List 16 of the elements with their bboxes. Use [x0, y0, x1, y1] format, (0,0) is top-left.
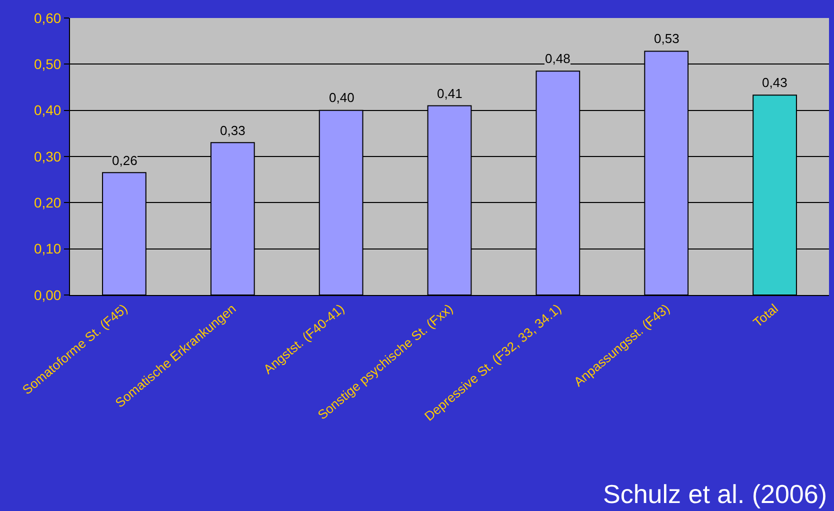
data-label: 0,26: [112, 153, 138, 168]
data-label: 0,43: [762, 75, 788, 90]
text: Schulz et al. (2006): [603, 479, 828, 509]
y-tick-label: 0,50: [34, 56, 62, 72]
data-label: 0,40: [329, 90, 354, 105]
y-tick-label: 0,20: [34, 194, 62, 211]
y-tick-label: 0,40: [34, 102, 62, 118]
y-tick-label: 0,30: [34, 148, 62, 164]
y-tick-label: 0,00: [34, 286, 62, 303]
y-tick-label: 0,10: [34, 240, 62, 257]
x-tick-label: Total: [750, 300, 781, 330]
data-label: 0,41: [437, 86, 462, 101]
data-label: 0,33: [220, 123, 246, 138]
data-label: 0,53: [654, 31, 680, 46]
data-label: 0,48: [545, 51, 570, 66]
y-tick-label: 0,60: [34, 10, 62, 26]
